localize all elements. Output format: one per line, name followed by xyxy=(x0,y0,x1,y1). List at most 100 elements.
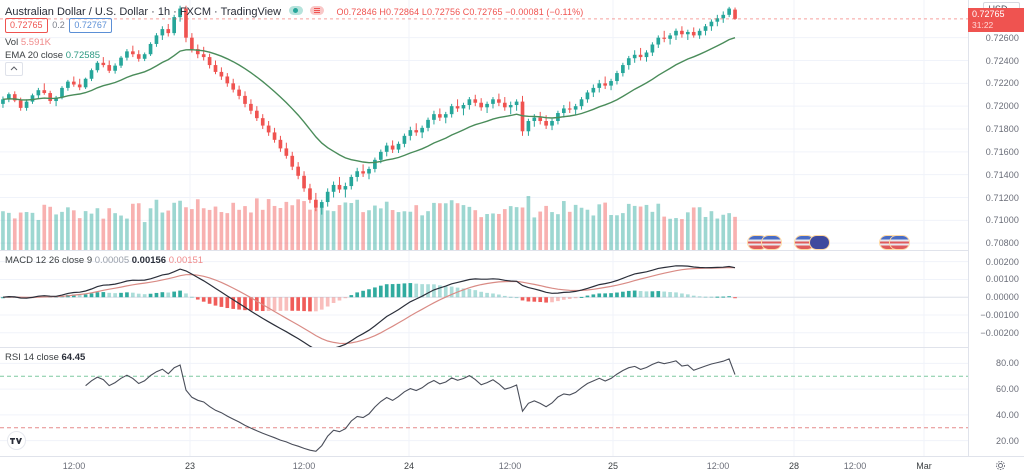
volume-bar xyxy=(254,198,259,250)
indicator-style-icon[interactable] xyxy=(310,6,325,16)
candle-body xyxy=(579,99,584,107)
event-flag-icon[interactable] xyxy=(795,236,814,249)
macd-histogram-bar xyxy=(95,292,100,298)
candle-body xyxy=(254,110,259,119)
ema-20-line xyxy=(2,37,736,164)
event-flag-icon[interactable] xyxy=(890,236,909,249)
candle-body xyxy=(337,184,342,190)
volume-bar xyxy=(461,205,466,250)
candle-body xyxy=(83,78,88,88)
candle-body xyxy=(60,87,64,98)
volume-bar xyxy=(66,207,70,250)
candle-body xyxy=(550,121,554,126)
volume-bar xyxy=(107,208,112,250)
macd-histogram-bar xyxy=(71,294,76,298)
macd-histogram-bar xyxy=(408,283,413,298)
candle-body xyxy=(136,54,141,59)
volume-bar xyxy=(60,211,64,250)
candle-body xyxy=(408,130,413,136)
macd-histogram-bar xyxy=(644,291,649,298)
candle-style-icon[interactable] xyxy=(288,6,303,16)
volume-bar xyxy=(520,207,525,250)
macd-histogram-bar xyxy=(331,297,336,303)
volume-bar xyxy=(591,215,596,250)
volume-bar xyxy=(502,209,507,250)
macd-histogram-bar xyxy=(136,293,141,298)
macd-histogram-bar xyxy=(579,296,584,298)
macd-histogram-bar xyxy=(54,296,58,298)
rsi-pane[interactable] xyxy=(0,348,968,456)
volume-bar xyxy=(190,209,194,250)
macd-tick: 0.00100 xyxy=(985,274,1019,285)
macd-histogram-bar xyxy=(243,297,247,311)
volume-bar xyxy=(443,203,448,250)
volume-bar xyxy=(438,203,442,250)
macd-histogram-bar xyxy=(733,297,737,299)
volume-bar xyxy=(48,206,53,250)
volume-bar xyxy=(113,213,117,250)
candle-body xyxy=(438,114,442,118)
gear-icon[interactable] xyxy=(995,460,1006,471)
event-globe-icon[interactable] xyxy=(810,236,829,249)
volume-bar xyxy=(455,203,460,250)
volume-bar xyxy=(184,207,188,250)
volume-bar xyxy=(71,210,76,250)
price-tick: 0.72200 xyxy=(985,78,1019,89)
candle-body xyxy=(131,51,135,55)
macd-histogram-bar xyxy=(225,297,230,309)
volume-bar xyxy=(390,210,395,250)
candle-body xyxy=(621,65,625,74)
volume-bar xyxy=(449,200,454,250)
macd-histogram-bar xyxy=(621,291,625,298)
candle-body xyxy=(709,21,714,27)
price-tick: 0.72000 xyxy=(985,101,1019,112)
volume-bar xyxy=(101,218,106,250)
event-flag-icon[interactable] xyxy=(762,236,781,249)
macd-histogram-bar xyxy=(567,297,572,299)
macd-histogram-bar xyxy=(319,297,324,310)
volume-bar xyxy=(319,206,324,250)
volume-bar xyxy=(278,207,283,250)
tradingview-logo[interactable] xyxy=(7,431,26,450)
volume-bar xyxy=(579,207,584,250)
time-tick: 12:00 xyxy=(62,461,86,471)
macd-histogram-bar xyxy=(638,291,643,298)
candle-body xyxy=(662,37,667,39)
rsi-tick: 80.00 xyxy=(995,358,1019,369)
candle-body xyxy=(597,83,602,88)
macd-tick: −0.00100 xyxy=(980,310,1019,320)
macd-histogram-bar xyxy=(396,283,401,298)
candle-body xyxy=(71,81,76,85)
volume-bar xyxy=(373,205,377,250)
price-tick: 0.71400 xyxy=(985,169,1019,180)
volume-bar xyxy=(160,212,165,250)
candle-body xyxy=(426,119,430,128)
volume-bar xyxy=(349,203,354,250)
macd-histogram-bar xyxy=(308,297,312,312)
candle-body xyxy=(325,191,330,203)
collapse-pane-button[interactable] xyxy=(5,62,23,76)
macd-tick: 0.00200 xyxy=(985,256,1019,267)
candle-body xyxy=(567,108,572,110)
price-scale[interactable]: USD⌄ 0.726000.724000.722000.720000.71800… xyxy=(968,0,1024,456)
candle-body xyxy=(24,101,29,108)
volume-bar xyxy=(136,203,141,250)
macd-histogram-bar xyxy=(89,293,94,298)
macd-histogram-bar xyxy=(142,294,147,298)
volume-bar xyxy=(308,209,312,250)
pane-divider[interactable] xyxy=(0,347,1024,348)
macd-histogram-bar xyxy=(727,296,731,298)
macd-histogram-bar xyxy=(461,288,466,298)
macd-histogram-bar xyxy=(538,297,543,303)
price-pane[interactable] xyxy=(0,0,968,250)
pane-divider[interactable] xyxy=(0,250,1024,251)
macd-histogram-bar xyxy=(207,297,212,304)
macd-histogram-bar xyxy=(378,285,383,298)
macd-pane[interactable] xyxy=(0,251,968,347)
macd-histogram-bar xyxy=(556,297,560,302)
time-scale[interactable]: 12:00 23 12:00 24 12:00 25 12:00 28 12:00 Mar xyxy=(0,456,1024,474)
candle-body xyxy=(373,159,377,169)
volume-bar xyxy=(550,212,554,250)
volume-bar xyxy=(656,203,661,250)
